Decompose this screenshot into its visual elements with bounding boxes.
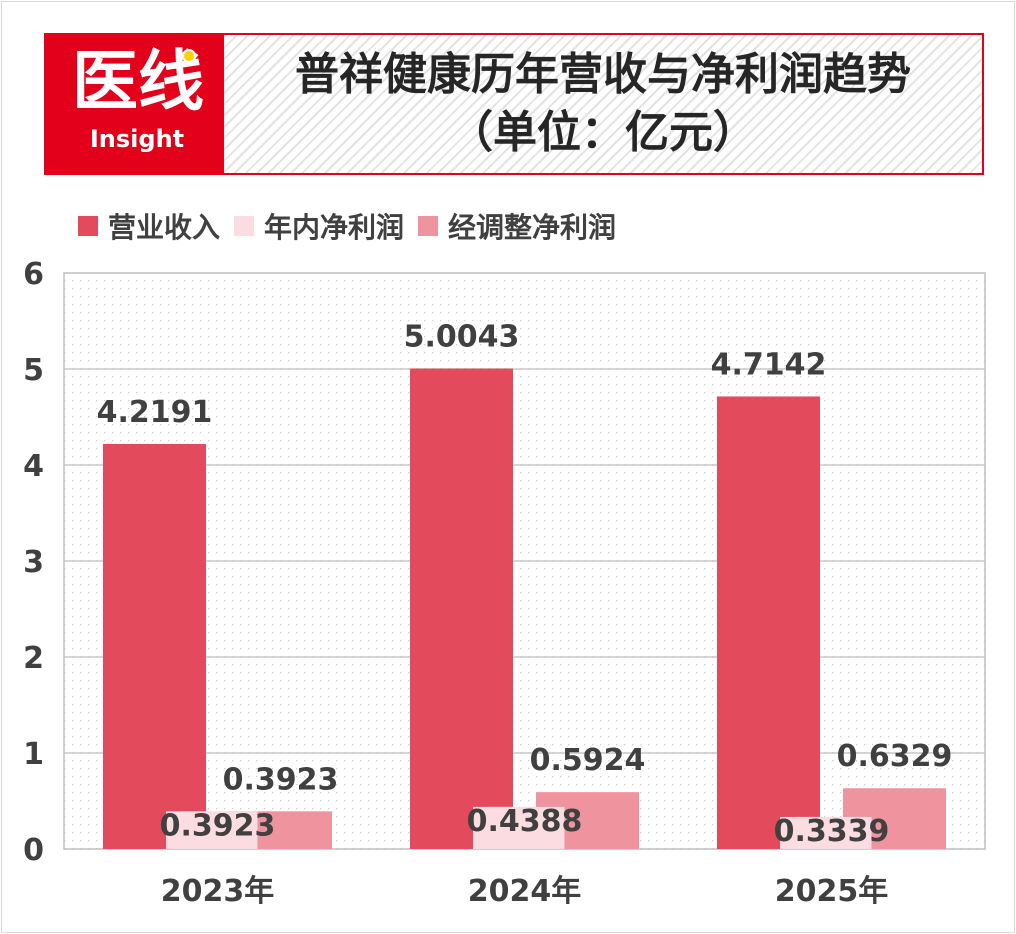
chart-title-line1: 普祥健康历年营收与净利润趋势: [295, 49, 911, 100]
revenue-bar: [410, 368, 513, 849]
revenue-bar: [717, 396, 820, 849]
net-profit-bar-overlay: [488, 806, 565, 849]
logo-dot-icon: [182, 49, 196, 63]
y-axis-ticks: 0 1 2 3 4 5 6: [23, 257, 44, 868]
brand-logo: 医线 Insight: [46, 35, 224, 173]
adjusted-profit-data-label: 0.5924: [530, 743, 646, 778]
legend-label-revenue: 营业收入: [108, 211, 221, 244]
legend-item-revenue: 营业收入: [78, 206, 220, 246]
chart-legend: 营业收入 年内净利润 经调整净利润: [78, 206, 630, 246]
y-tick-label: 2: [23, 641, 44, 676]
revenue-data-label: 4.7142: [711, 347, 827, 382]
x-tick-label: 2024年: [468, 874, 582, 909]
revenue-bar: [103, 443, 206, 849]
gridlines: [64, 368, 985, 754]
legend-label-adjusted-profit: 经调整净利润: [448, 211, 617, 244]
y-tick-label: 0: [23, 833, 44, 868]
legend-item-net-profit: 年内净利润: [234, 206, 404, 246]
legend-item-adjusted-profit: 经调整净利润: [418, 206, 616, 246]
x-tick-label: 2023年: [161, 874, 275, 909]
net-profit-bar-overlay: [795, 816, 872, 849]
y-tick-label: 4: [23, 449, 44, 484]
x-tick-label: 2025年: [775, 874, 889, 909]
net-profit-data-label: 0.3923: [160, 808, 276, 843]
net-profit-data-label: 0.4388: [467, 804, 583, 839]
legend-swatch-net-profit: [234, 216, 255, 236]
legend-swatch-revenue: [78, 216, 98, 236]
title-banner: 医线 Insight 普祥健康历年营收与净利润趋势 （单位：亿元）: [44, 33, 984, 175]
adjusted-profit-data-label: 0.3923: [223, 762, 339, 797]
x-axis-ticks: 2023年 2024年 2025年: [161, 874, 889, 909]
revenue-data-label: 4.2191: [97, 395, 213, 430]
revenue-data-label: 5.0043: [404, 320, 520, 355]
y-tick-label: 6: [23, 257, 44, 292]
net-profit-bar-overlay: [181, 811, 258, 849]
y-tick-label: 1: [23, 737, 44, 772]
y-tick-label: 5: [23, 353, 44, 388]
logo-subtext: Insight: [89, 125, 185, 153]
adjusted-profit-data-label: 0.6329: [837, 739, 953, 774]
data-labels: 4.2191 0.3923 0.3923 5.0043 0.4388 0.5924 4.71…: [97, 320, 953, 849]
legend-swatch-adjusted-profit: [418, 216, 439, 236]
chart-title-line2: （单位：亿元）: [449, 107, 757, 158]
chart-title: 普祥健康历年营收与净利润趋势 （单位：亿元）: [224, 35, 982, 173]
y-tick-label: 3: [23, 545, 44, 580]
net-profit-data-label: 0.3339: [774, 814, 890, 849]
legend-label-net-profit: 年内净利润: [264, 211, 405, 244]
